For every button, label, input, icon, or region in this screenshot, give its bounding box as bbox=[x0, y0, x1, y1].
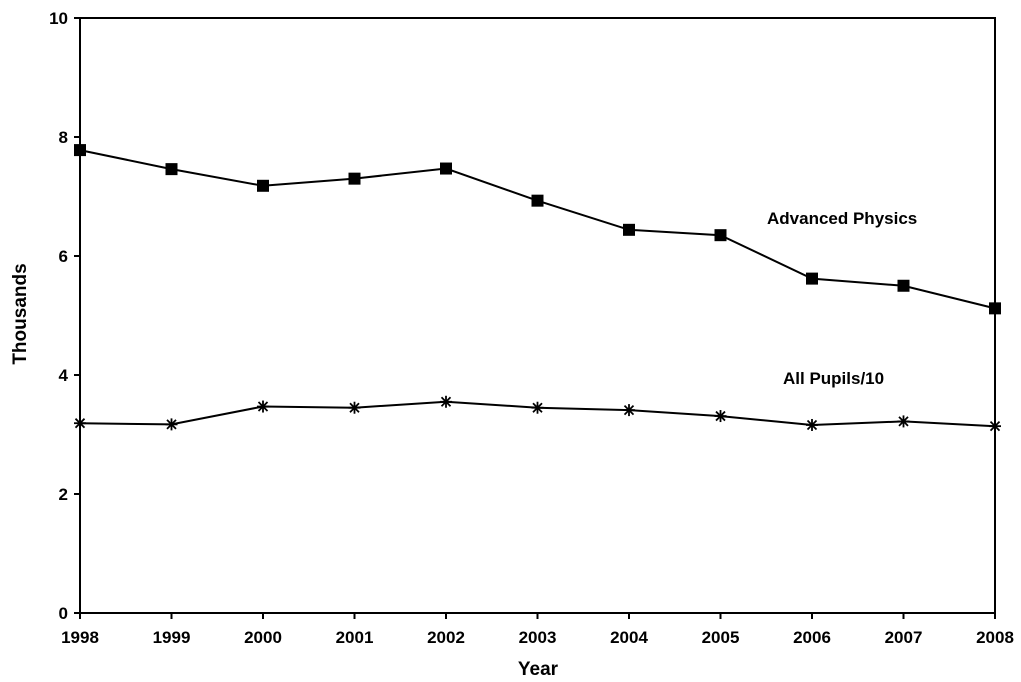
data-point bbox=[714, 410, 727, 423]
y-axis: 0 2 4 6 8 10 bbox=[49, 9, 80, 623]
data-point bbox=[989, 302, 1001, 315]
x-axis-title: Year bbox=[518, 659, 559, 680]
series-all-pupils bbox=[74, 395, 1001, 433]
data-point bbox=[74, 144, 86, 157]
y-tick-label: 10 bbox=[49, 9, 68, 28]
data-point bbox=[440, 395, 452, 408]
data-point bbox=[348, 172, 361, 185]
x-tick-label: 2004 bbox=[610, 628, 648, 647]
x-tick-label: 2003 bbox=[519, 628, 557, 647]
y-axis-title: Thousands bbox=[10, 263, 31, 364]
data-point bbox=[806, 418, 818, 431]
data-point bbox=[165, 418, 178, 431]
data-point bbox=[440, 162, 452, 175]
data-point bbox=[348, 401, 361, 414]
data-point bbox=[257, 179, 269, 192]
y-tick-label: 8 bbox=[59, 128, 68, 147]
y-tick-label: 6 bbox=[59, 247, 68, 266]
x-axis: 1998 1999 2000 2001 2002 2003 2004 2005 2006 2007… bbox=[61, 613, 1014, 647]
series-line bbox=[79, 149, 996, 310]
x-tick-label: 2006 bbox=[793, 628, 831, 647]
series-layer bbox=[74, 144, 1001, 433]
data-point bbox=[989, 420, 1001, 433]
data-point bbox=[806, 272, 818, 285]
data-point bbox=[897, 415, 910, 428]
data-point bbox=[165, 163, 178, 176]
data-point bbox=[74, 417, 86, 430]
plot-frame bbox=[79, 17, 996, 614]
y-tick-label: 0 bbox=[59, 604, 68, 623]
data-point bbox=[714, 229, 727, 242]
data-point bbox=[257, 400, 269, 413]
x-tick-label: 2001 bbox=[336, 628, 374, 647]
data-point bbox=[623, 223, 635, 236]
x-tick-label: 1999 bbox=[153, 628, 191, 647]
data-point bbox=[897, 279, 910, 292]
plot-border bbox=[79, 17, 996, 614]
x-tick-label: 1998 bbox=[61, 628, 99, 647]
data-point bbox=[531, 194, 544, 207]
series-label-advanced-physics: Advanced Physics bbox=[767, 209, 917, 228]
x-tick-label: 2005 bbox=[702, 628, 740, 647]
series-label-all-pupils: All Pupils/10 bbox=[783, 369, 884, 388]
series-advanced-physics bbox=[74, 144, 1001, 315]
x-tick-label: 2000 bbox=[244, 628, 282, 647]
data-point bbox=[623, 404, 635, 417]
x-tick-label: 2002 bbox=[427, 628, 465, 647]
y-tick-label: 2 bbox=[59, 485, 68, 504]
x-tick-label: 2007 bbox=[885, 628, 923, 647]
data-point bbox=[531, 401, 544, 414]
y-tick-label: 4 bbox=[59, 366, 69, 385]
x-tick-label: 2008 bbox=[976, 628, 1014, 647]
